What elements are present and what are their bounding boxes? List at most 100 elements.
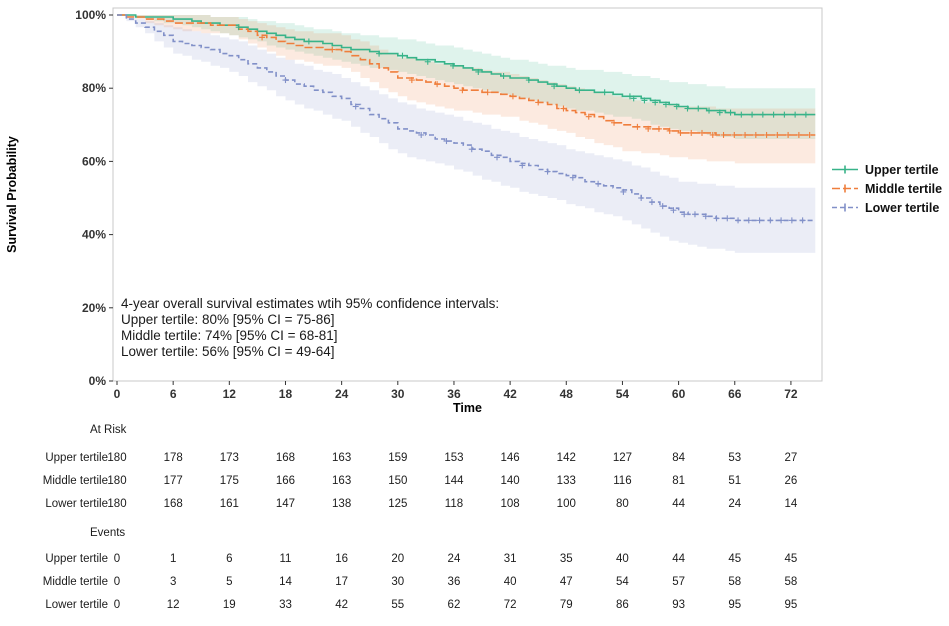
events-row-label: Lower tertile (45, 599, 108, 611)
at-risk-count: 178 (163, 452, 183, 464)
annotation-line: Lower tertile: 56% [95% CI = 49-64] (121, 344, 335, 359)
event-count: 6 (226, 553, 233, 565)
legend-label: Upper tertile (865, 162, 939, 177)
y-tick-label: 80% (82, 81, 106, 95)
at-risk-count: 138 (332, 498, 352, 510)
events-row-label: Upper tertile (45, 553, 108, 565)
at-risk-count: 153 (444, 452, 464, 464)
survival-curve-2 (117, 14, 816, 222)
x-tick-label: 24 (335, 387, 349, 401)
x-tick-label: 60 (672, 387, 686, 401)
event-count: 31 (503, 553, 517, 565)
event-count: 95 (728, 599, 742, 611)
chart-legend: Upper tertile Middle tertile Lower tertile (830, 160, 942, 217)
at-risk-count: 81 (672, 475, 685, 487)
event-count: 0 (113, 599, 121, 611)
legend-label: Middle tertile (865, 181, 943, 196)
x-tick-label: 30 (391, 387, 405, 401)
y-tick-label: 20% (82, 301, 106, 315)
event-count: 86 (616, 599, 629, 611)
event-count: 30 (391, 576, 405, 588)
event-count: 45 (784, 553, 798, 565)
survival-curve-1 (117, 14, 816, 136)
event-count: 79 (559, 599, 573, 611)
censor-marks-0 (235, 24, 809, 118)
at-risk-count: 24 (728, 498, 742, 510)
legend-label: Lower tertile (865, 200, 940, 215)
event-count: 55 (391, 599, 405, 611)
event-count: 17 (335, 576, 349, 588)
x-tick-label: 12 (223, 387, 237, 401)
event-count: 35 (559, 553, 573, 565)
confidence-band-1 (117, 15, 816, 164)
annotation-line: 4-year overall survival estimates wtih 9… (121, 296, 499, 311)
annotation-line: Upper tertile: 80% [95% CI = 75-86] (121, 312, 335, 327)
legend-key-icon (832, 203, 858, 212)
event-count: 0 (113, 576, 121, 588)
event-count: 40 (503, 576, 517, 588)
event-count: 95 (784, 599, 798, 611)
event-count: 12 (166, 599, 180, 611)
event-count: 36 (447, 576, 461, 588)
event-count: 1 (169, 553, 177, 565)
at-risk-count: 159 (388, 452, 408, 464)
at-risk-count: 163 (332, 475, 352, 487)
event-count: 19 (222, 599, 236, 611)
at-risk-count: 53 (728, 452, 742, 464)
confidence-band-2 (117, 15, 816, 253)
x-tick-label: 36 (447, 387, 461, 401)
survival-chart: 0% 20% 40% 60% 80% 100% 0 6 12 18 24 30 36 42 48 54 60 66… (5, 7, 823, 415)
event-count: 20 (391, 553, 405, 565)
event-count: 47 (559, 576, 573, 588)
at-risk-count: 133 (556, 475, 576, 487)
at-risk-count: 80 (616, 498, 629, 510)
at-risk-count: 161 (219, 498, 239, 510)
at-risk-count: 146 (500, 452, 520, 464)
at-risk-count: 14 (784, 498, 798, 510)
y-tick-label: 100% (75, 8, 106, 22)
at-risk-count: 140 (500, 475, 520, 487)
at-risk-count: 180 (107, 475, 127, 487)
event-count: 40 (616, 553, 629, 565)
event-count: 62 (447, 599, 461, 611)
x-tick-label: 0 (114, 387, 121, 401)
event-count: 33 (279, 599, 292, 611)
confidence-band-0 (117, 15, 816, 139)
event-count: 58 (784, 576, 798, 588)
at-risk-count: 168 (275, 452, 296, 464)
at-risk-count: 150 (388, 475, 408, 487)
plot-panel-border (112, 7, 823, 382)
at-risk-count: 147 (275, 498, 296, 510)
censor-marks-2 (282, 77, 806, 224)
at-risk-count: 142 (556, 452, 576, 464)
at-risk-row-label: Lower tertile (45, 498, 108, 510)
at-risk-count: 108 (500, 498, 520, 510)
x-tick-label: 48 (560, 387, 574, 401)
events-row-label: Middle tertile (42, 576, 108, 588)
legend-item-0: Upper tertile (830, 160, 942, 179)
at-risk-count: 166 (275, 475, 296, 487)
legend-item-2: Lower tertile (830, 198, 942, 217)
legend-key-icon (832, 184, 858, 193)
events-section-label: Events (90, 527, 126, 539)
event-count: 16 (335, 553, 349, 565)
at-risk-count: 175 (219, 475, 239, 487)
at-risk-count: 51 (728, 475, 742, 487)
censor-marks-1 (259, 34, 813, 138)
at-risk-count: 163 (332, 452, 352, 464)
at-risk-count: 168 (163, 498, 183, 510)
at-risk-count: 100 (556, 498, 576, 510)
event-count: 11 (279, 553, 292, 565)
y-tick-label: 60% (82, 154, 106, 168)
event-count: 14 (279, 576, 292, 588)
legend-item-1: Middle tertile (830, 179, 942, 198)
y-tick-label: 40% (82, 228, 106, 242)
at-risk-count: 127 (612, 452, 633, 464)
event-count: 72 (503, 599, 517, 611)
at-risk-count: 177 (163, 475, 183, 487)
event-count: 45 (728, 553, 742, 565)
at-risk-count: 44 (672, 498, 685, 510)
x-tick-label: 66 (728, 387, 742, 401)
